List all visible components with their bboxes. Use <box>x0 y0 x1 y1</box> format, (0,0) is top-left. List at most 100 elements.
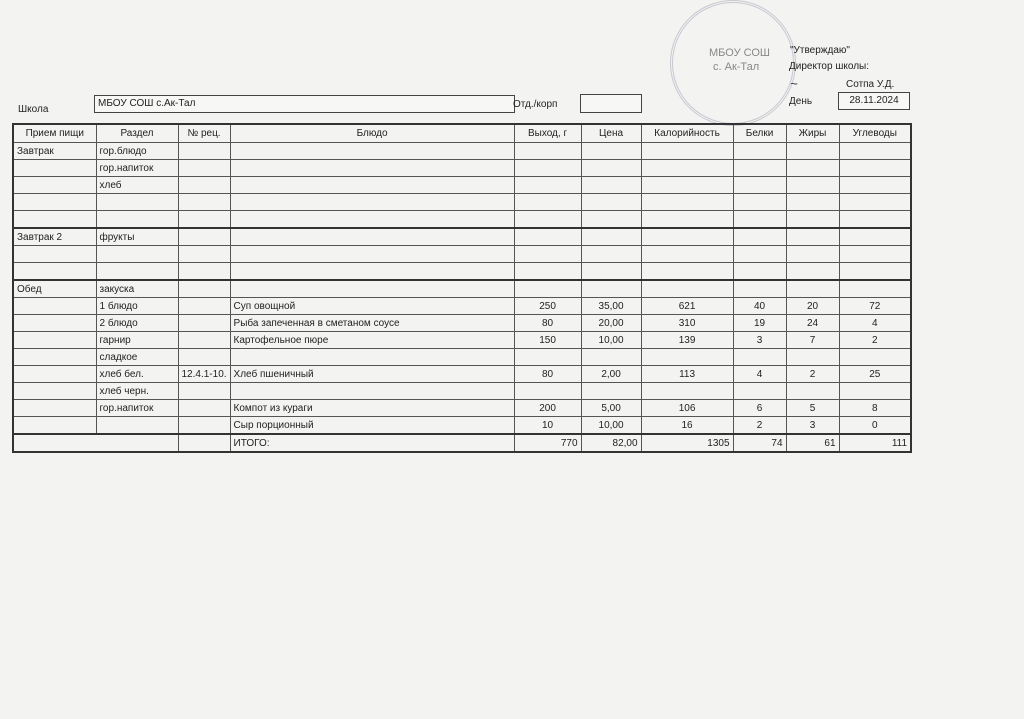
table-cell <box>640 348 734 366</box>
blank-cell <box>13 433 96 452</box>
table-cell <box>580 210 642 229</box>
table-cell <box>785 142 840 160</box>
table-cell <box>838 210 912 229</box>
table-cell <box>177 210 231 229</box>
table-cell <box>12 210 97 229</box>
table-cell: 106 <box>640 399 734 417</box>
table-cell <box>177 348 231 366</box>
table-cell <box>732 279 787 298</box>
table-cell <box>580 142 642 160</box>
table-cell: 200 <box>513 399 582 417</box>
total-value: 111 <box>838 433 912 453</box>
table-row <box>12 262 912 281</box>
table-cell: сладкое <box>95 348 179 366</box>
table-cell <box>95 210 179 229</box>
table-cell <box>640 245 734 263</box>
table-cell <box>12 262 97 281</box>
table-row: Завтрак 2 фрукты <box>12 227 912 246</box>
table-cell <box>838 176 912 194</box>
table-cell <box>785 382 840 400</box>
table-cell <box>177 416 231 435</box>
table-cell <box>12 314 97 332</box>
table-cell <box>12 399 97 417</box>
table-cell <box>229 245 515 263</box>
table-cell: 4 <box>732 365 787 383</box>
table-cell <box>12 382 97 400</box>
column-header: № рец. <box>177 123 231 143</box>
total-value: 61 <box>785 433 840 453</box>
total-label: ИТОГО: <box>229 433 515 453</box>
table-cell: 2 <box>785 365 840 383</box>
table-cell <box>838 227 912 246</box>
table-cell <box>229 176 515 194</box>
table-cell <box>838 279 912 298</box>
table-cell <box>732 176 787 194</box>
table-cell <box>580 227 642 246</box>
column-header: Жиры <box>785 123 840 143</box>
table-cell: 10,00 <box>580 416 642 435</box>
table-cell: 7 <box>785 331 840 349</box>
table-cell <box>513 176 582 194</box>
table-cell: 20,00 <box>580 314 642 332</box>
blank-cell <box>96 433 178 452</box>
table-cell: 80 <box>513 365 582 383</box>
table-cell <box>177 279 231 298</box>
table-cell <box>12 193 97 211</box>
table-cell <box>732 348 787 366</box>
table-cell: 3 <box>785 416 840 435</box>
table-cell: 20 <box>785 297 840 315</box>
table-cell: Рыба запеченная в сметаном соусе <box>229 314 515 332</box>
table-cell: гор.напиток <box>95 399 179 417</box>
table-row: хлеб черн. <box>12 382 912 400</box>
table-cell <box>229 142 515 160</box>
column-header: Калорийность <box>640 123 734 143</box>
table-row: хлеб бел. 12.4.1-10. Хлеб пшеничный 80 2,00 1… <box>12 365 912 383</box>
table-row: 1 блюдо Суп овощной 250 35,00 621 40 20 72 <box>12 297 912 315</box>
table-row <box>12 193 912 211</box>
column-header: Блюдо <box>229 123 515 143</box>
date-field: 28.11.2024 <box>838 92 910 110</box>
table-cell <box>177 245 231 263</box>
day-label: День <box>789 96 813 107</box>
table-cell <box>580 279 642 298</box>
table-cell <box>785 210 840 229</box>
table-cell <box>177 297 231 315</box>
table-cell <box>838 382 912 400</box>
table-cell <box>580 176 642 194</box>
table-cell <box>177 227 231 246</box>
table-row: гор.напиток <box>12 159 912 177</box>
table-cell <box>513 210 582 229</box>
table-cell <box>732 159 787 177</box>
table-cell <box>513 193 582 211</box>
table-cell: 10,00 <box>580 331 642 349</box>
table-cell <box>12 331 97 349</box>
table-cell: 2 блюдо <box>95 314 179 332</box>
table-cell: 80 <box>513 314 582 332</box>
table-cell: хлеб черн. <box>95 382 179 400</box>
column-header: Белки <box>732 123 787 143</box>
table-cell <box>785 245 840 263</box>
table-cell: 0 <box>838 416 912 435</box>
table-cell <box>229 382 515 400</box>
table-cell: гор.блюдо <box>95 142 179 160</box>
table-cell: Обед <box>12 279 97 298</box>
table-cell: 8 <box>838 399 912 417</box>
table-row: 2 блюдо Рыба запеченная в сметаном соусе 8… <box>12 314 912 332</box>
table-cell <box>12 365 97 383</box>
table-cell <box>785 193 840 211</box>
table-cell <box>177 262 231 281</box>
table-cell <box>732 262 787 281</box>
table-cell <box>95 193 179 211</box>
table-cell <box>513 279 582 298</box>
table-cell <box>732 142 787 160</box>
table-cell <box>513 227 582 246</box>
table-cell <box>640 210 734 229</box>
table-header: Прием пищи Раздел № рец. Блюдо Выход, г Цена К… <box>12 123 912 143</box>
table-cell <box>732 245 787 263</box>
table-cell: 6 <box>732 399 787 417</box>
table-cell <box>732 382 787 400</box>
table-cell <box>513 142 582 160</box>
column-header: Выход, г <box>513 123 582 143</box>
total-row: ИТОГО: 770 82,00 1305 74 61 111 <box>13 433 912 453</box>
table-cell <box>580 262 642 281</box>
